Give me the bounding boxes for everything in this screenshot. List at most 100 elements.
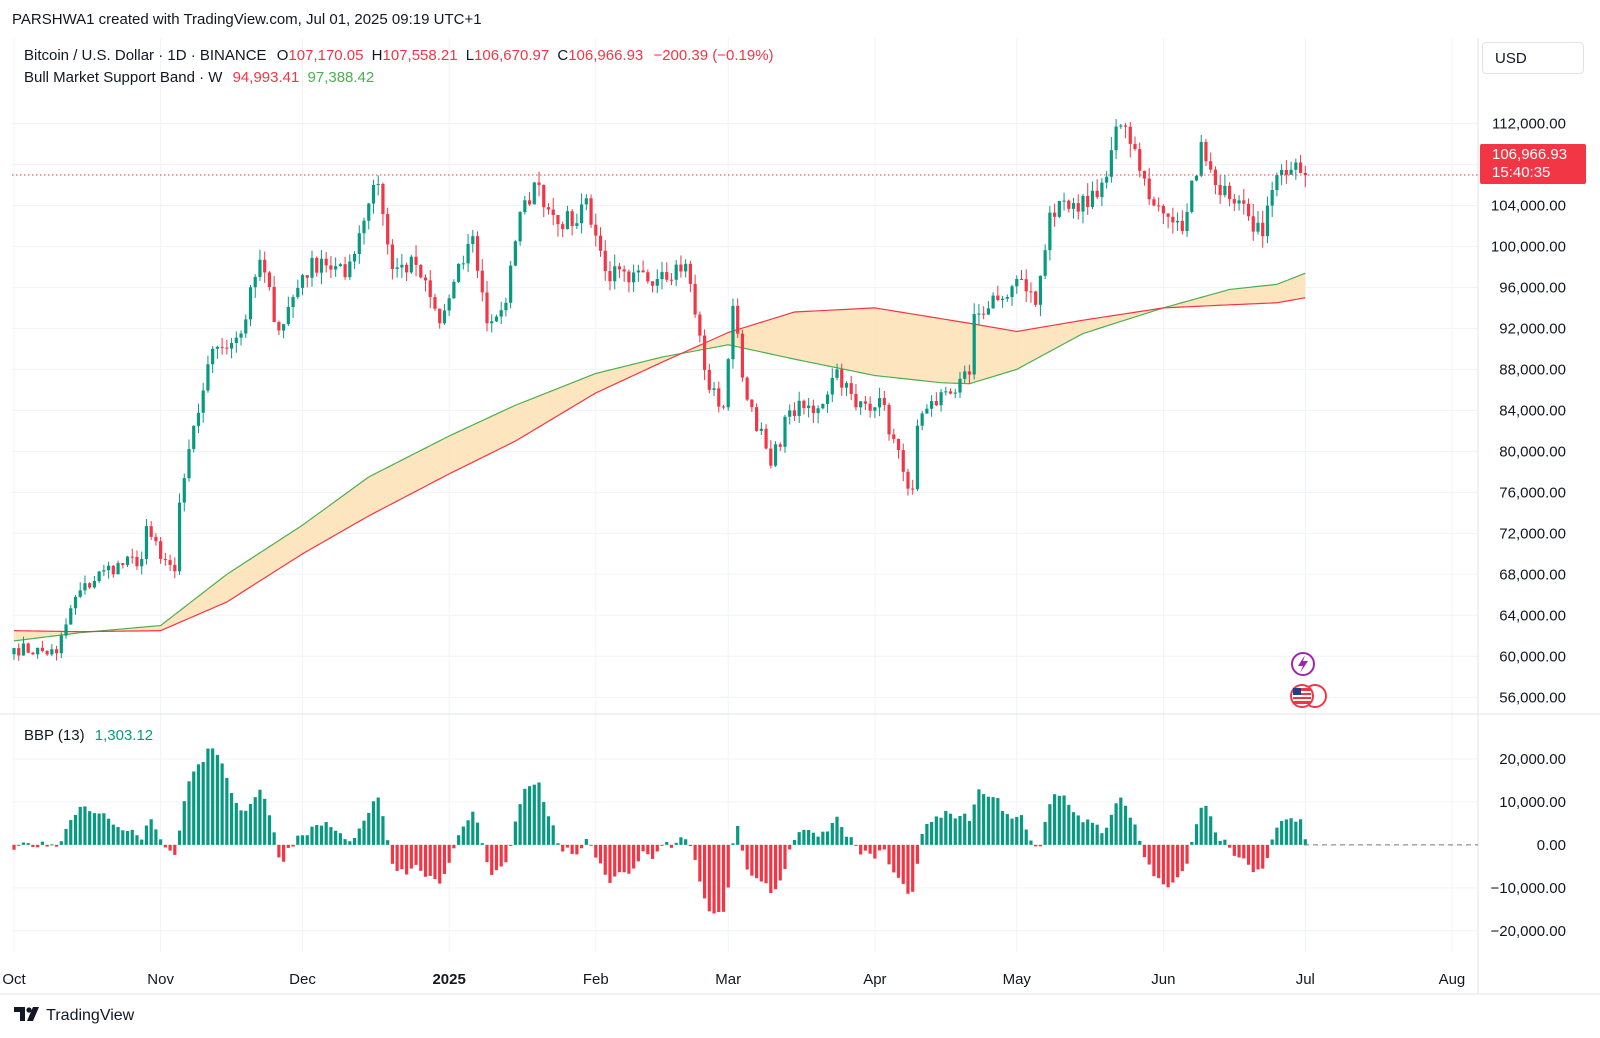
candle-body: [930, 401, 934, 409]
bbp-bar: [442, 844, 447, 874]
candle-body: [338, 264, 342, 267]
candle-body: [305, 275, 309, 278]
candle-body: [438, 308, 442, 324]
candle-body: [433, 297, 437, 309]
candle-body: [1071, 203, 1076, 209]
candle-body: [1251, 216, 1255, 232]
grid-lines: [0, 38, 1600, 995]
candle-body: [565, 211, 570, 230]
bbp-bar: [319, 825, 324, 845]
bbp-bar: [1100, 833, 1104, 845]
time-tick-label: Oct: [2, 971, 26, 988]
candle-body: [1284, 169, 1288, 175]
bbp-bar: [627, 844, 631, 874]
bbp-bar: [371, 801, 376, 845]
candle-body: [509, 265, 513, 303]
bbp-bar: [215, 754, 219, 845]
event-markers[interactable]: [1290, 652, 1327, 708]
currency-button[interactable]: USD: [1482, 42, 1584, 74]
band-legend[interactable]: Bull Market Support Band · W 94,993.41 9…: [24, 69, 374, 86]
candle-body: [532, 182, 536, 205]
bbp-bar: [277, 844, 281, 858]
bbp-bar: [286, 844, 290, 848]
bbp-bar: [570, 844, 574, 854]
price-tick-label: 64,000.00: [1499, 607, 1566, 624]
candle-body: [1043, 250, 1047, 276]
symbol-title[interactable]: Bitcoin / U.S. Dollar · 1D · BINANCE: [24, 47, 267, 64]
bbp-bar: [296, 835, 300, 845]
bbp-bar: [1057, 795, 1061, 845]
candle-body: [1289, 169, 1293, 175]
bbp-bar: [1246, 844, 1251, 865]
candle-body: [182, 478, 186, 503]
candle-body: [26, 643, 30, 653]
candle-body: [835, 369, 839, 378]
bbp-bar: [1303, 839, 1307, 845]
bbp-bar: [362, 820, 366, 845]
bbp-bar: [367, 812, 371, 845]
bbp-bar: [1275, 827, 1279, 845]
us-flag-icon[interactable]: [1290, 684, 1327, 708]
bbp-bar: [731, 843, 735, 845]
bbp-bar: [466, 820, 470, 845]
candle-body: [258, 259, 262, 277]
candle-body: [381, 183, 385, 215]
candle-body: [1095, 190, 1099, 198]
bbp-bar: [1180, 844, 1184, 872]
bbp-bar: [603, 844, 607, 875]
candle-body: [1298, 162, 1303, 173]
open-label: O: [276, 47, 289, 64]
bbp-bar: [196, 764, 201, 845]
sma-20w-line: [13, 272, 1306, 642]
bbp-bar: [177, 830, 182, 845]
bbp-bar: [1261, 844, 1265, 869]
bbp-axis[interactable]: 20,000.00 10,000.00 0.00 −10,000.00 −20,000.…: [1491, 751, 1567, 940]
time-tick-label: Jun: [1151, 971, 1175, 988]
candle-body: [712, 388, 716, 390]
change-value: −200.39 (−0.19%): [653, 47, 774, 64]
bbp-bar: [1095, 824, 1099, 845]
candle-body: [400, 264, 404, 268]
candle-body: [797, 400, 801, 416]
bbp-name[interactable]: BBP (13): [24, 727, 85, 744]
bbp-bar: [36, 844, 40, 848]
candle-body: [679, 264, 683, 272]
candle-body: [267, 272, 272, 287]
time-axis[interactable]: Oct Nov Dec 2025 Feb Mar Apr May Jun Jul Aug: [2, 971, 1465, 988]
candle-body: [594, 224, 598, 236]
bbp-bar: [461, 826, 465, 845]
bbp-bar: [305, 835, 309, 845]
candle-body: [282, 324, 286, 331]
price-tick-label: 92,000.00: [1499, 320, 1566, 337]
bbp-bar: [97, 813, 101, 845]
band-sma-value: 97,388.42: [307, 69, 375, 86]
bbp-bar: [537, 782, 541, 845]
bbp-bar: [792, 840, 797, 845]
candle-body: [622, 269, 626, 272]
bbp-bar: [1232, 844, 1236, 856]
bbp-bar: [1086, 819, 1090, 845]
candle-body: [674, 264, 678, 280]
bbp-bar: [513, 821, 517, 845]
bbp-bar: [830, 822, 834, 845]
bbp-bar: [1218, 840, 1222, 845]
candle-body: [1029, 291, 1033, 293]
candlestick-series: [12, 118, 1307, 661]
bbp-value: 1,303.12: [94, 727, 154, 744]
tradingview-logo[interactable]: TradingView: [14, 1007, 134, 1025]
candle-body: [168, 560, 172, 565]
price-axis[interactable]: 112,000.00108,000.00104,000.00100,000.00…: [1491, 115, 1566, 706]
bbp-bar: [475, 822, 480, 845]
bbp-bar: [542, 802, 546, 845]
ohlc-legend[interactable]: Bitcoin / U.S. Dollar · 1D · BINANCE O10…: [24, 47, 774, 64]
candle-body: [163, 558, 167, 561]
bbp-bar: [267, 815, 272, 845]
candle-body: [17, 648, 21, 656]
bbp-legend[interactable]: BBP (13) 1,303.12: [24, 727, 153, 744]
bbp-bar: [1199, 807, 1203, 845]
candle-body: [849, 383, 853, 394]
indicator-name[interactable]: Bull Market Support Band · W: [24, 69, 223, 86]
lightning-event-icon[interactable]: [1291, 652, 1315, 676]
bbp-bar: [613, 844, 617, 877]
